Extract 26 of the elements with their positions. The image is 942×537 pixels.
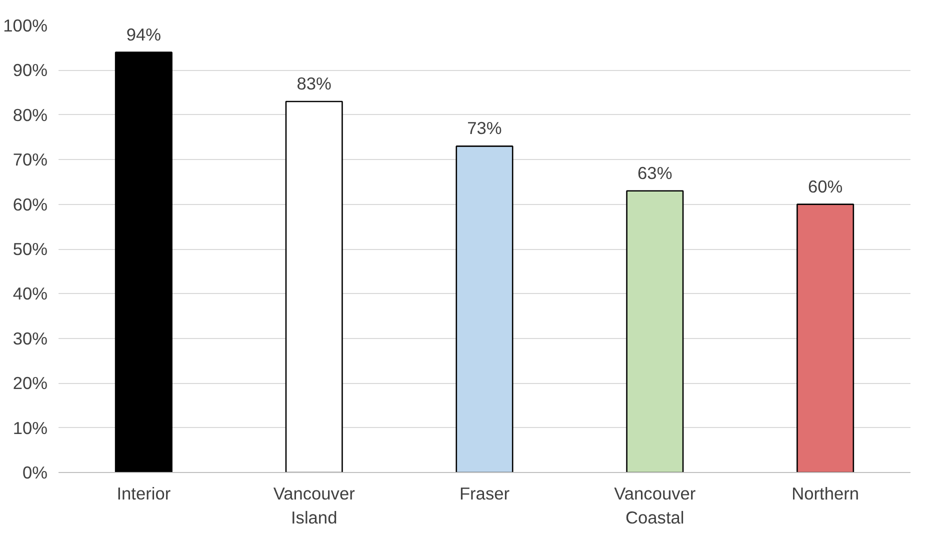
bar (626, 190, 684, 472)
y-tick-label: 80% (12, 104, 48, 125)
x-tick-label: Interior (116, 484, 171, 504)
bar (285, 100, 343, 472)
y-tick-label: 20% (12, 373, 48, 394)
y-tick-label: 60% (12, 194, 48, 214)
y-tick-label: 40% (12, 284, 48, 304)
bar (114, 52, 172, 472)
x-tick-label: Fraser (459, 484, 510, 504)
y-tick-label: 70% (12, 150, 48, 170)
data-label: 73% (467, 118, 502, 138)
data-label: 94% (126, 24, 162, 44)
bar (456, 146, 514, 472)
data-label: 63% (638, 162, 672, 183)
data-label: 83% (296, 73, 332, 94)
y-tick-label: 50% (12, 239, 48, 259)
y-tick-label: 100% (3, 16, 48, 36)
x-tick-label: Northern (792, 484, 860, 504)
data-label: 60% (808, 176, 843, 196)
x-tick-label: Vancouver Island (273, 484, 356, 528)
y-tick-label: 90% (12, 60, 48, 80)
bar (796, 204, 854, 472)
y-tick-label: 0% (22, 462, 48, 482)
y-tick-label: 30% (12, 328, 48, 348)
x-tick-label: Vancouver Coastal (614, 484, 696, 528)
y-tick-label: 10% (12, 418, 48, 438)
